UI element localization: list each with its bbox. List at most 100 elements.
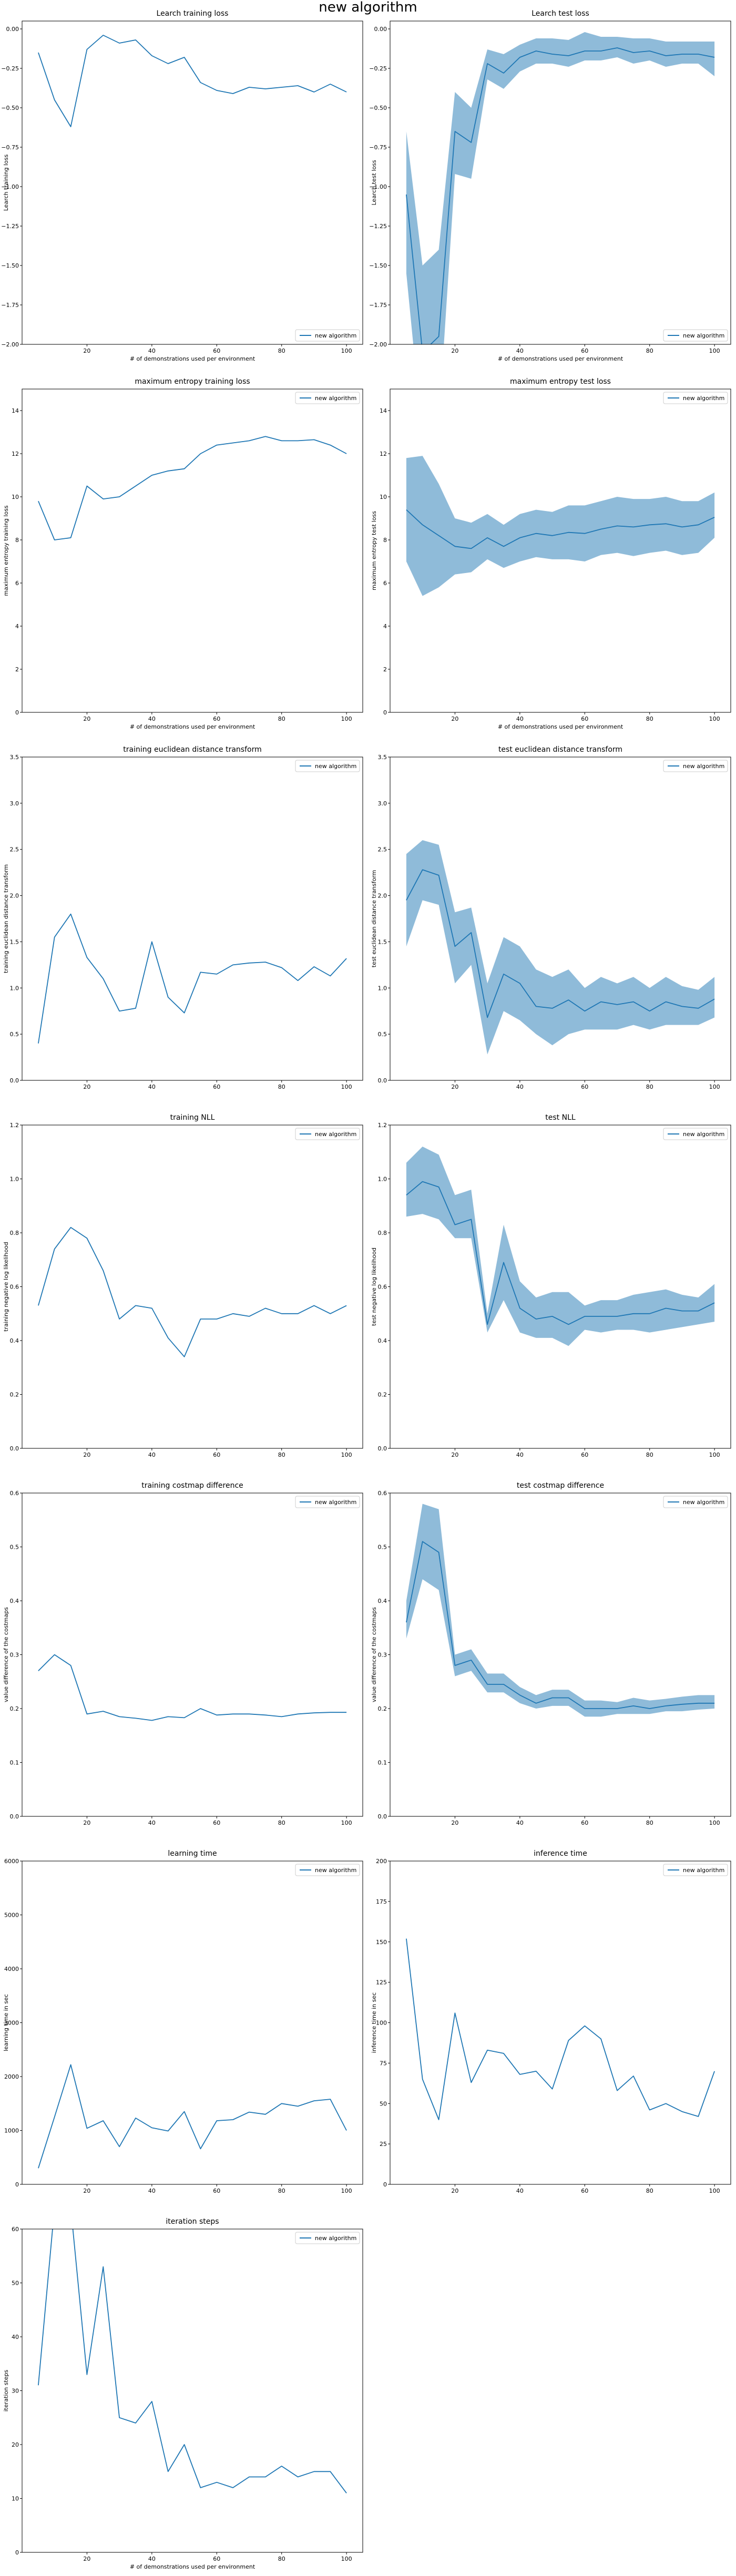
chart-title: test euclidean distance transform <box>498 745 622 754</box>
data-point <box>119 2146 120 2147</box>
x-tick-label: 40 <box>516 2187 524 2194</box>
data-point <box>281 2103 282 2104</box>
x-tick-label: 60 <box>213 347 220 354</box>
data-point <box>184 57 185 58</box>
data-point <box>438 2119 439 2120</box>
y-axis-label: test euclidean distance transform <box>371 870 377 968</box>
data-point <box>265 436 266 437</box>
y-tick-label: 2.0 <box>10 893 19 899</box>
legend: new algorithm <box>295 329 360 342</box>
legend: new algorithm <box>663 329 728 342</box>
data-point <box>86 1713 87 1714</box>
legend-label: new algorithm <box>315 332 356 339</box>
series-line <box>38 913 347 1044</box>
x-tick-label: 80 <box>646 1083 653 1090</box>
data-point <box>666 1001 667 1003</box>
series-line <box>38 1226 347 1357</box>
data-point <box>135 1718 136 1719</box>
y-tick-label: 0.1 <box>378 1760 387 1766</box>
data-point <box>503 1262 504 1263</box>
data-point <box>487 537 488 538</box>
y-axis-label: training euclidean distance transform <box>3 864 9 973</box>
data-point <box>454 946 455 947</box>
data-point <box>346 2492 347 2493</box>
y-tick-label: 0.2 <box>378 1705 387 1712</box>
y-tick-label: 10 <box>12 494 19 500</box>
legend-label: new algorithm <box>315 395 356 402</box>
data-point <box>249 2112 250 2113</box>
x-tick-label: 60 <box>581 715 588 722</box>
x-tick-label: 80 <box>646 2187 653 2194</box>
panel-training-nll: 20 40 60 80 100 0.0 0.2 0.4 0.6 0.8 1.0 1.2 training… <box>0 1104 368 1472</box>
data-point <box>666 2103 667 2104</box>
data-point <box>135 486 136 487</box>
axes-frame <box>390 757 731 1081</box>
y-tick-label: −0.50 <box>1 105 19 111</box>
y-tick-label: 4 <box>15 623 19 630</box>
chart-title: training NLL <box>170 1113 215 1122</box>
data-point <box>298 440 299 441</box>
chart-learning-time: 20 40 60 80 1000100020003000400050006000lear… <box>3 1849 363 2194</box>
data-point <box>519 983 520 984</box>
chart-test-costmap: 20 40 60 80 100 0.0 0.1 0.2 0.3 0.4 0.5 0.6 test cos… <box>371 1481 731 1826</box>
legend-label: new algorithm <box>315 1867 356 1874</box>
axes-frame <box>22 757 363 1081</box>
data-point <box>200 1708 201 1709</box>
data-point <box>346 91 347 93</box>
x-tick-label: 60 <box>213 1819 220 1826</box>
x-tick-label: 100 <box>341 2187 352 2194</box>
legend: new algorithm <box>295 1128 360 1140</box>
y-tick-label: 125 <box>376 1979 387 1986</box>
x-tick-label: 40 <box>148 2187 156 2194</box>
legend-box <box>295 1864 360 1876</box>
y-tick-label: 0.00 <box>6 26 19 33</box>
data-point <box>519 2074 520 2075</box>
data-point <box>438 875 439 876</box>
axes-frame <box>22 1125 363 1449</box>
data-point <box>38 500 39 502</box>
data-point <box>103 498 104 499</box>
plot-area <box>406 32 715 344</box>
panel-test-costmap: 20 40 60 80 100 0.0 0.1 0.2 0.3 0.4 0.5 0.6 test cos… <box>368 1472 736 1840</box>
y-tick-label: −1.50 <box>1 262 19 269</box>
series-line <box>38 2229 347 2493</box>
x-tick-label: 60 <box>213 2187 220 2194</box>
data-point <box>649 50 650 52</box>
x-tick-label: 100 <box>709 2187 720 2194</box>
chart-title: Learch training loss <box>157 9 229 18</box>
chart-inference-time: 20 40 60 80 100 0 25 50 75 100 125 150 175 200 inferen… <box>371 1849 731 2194</box>
data-point <box>281 967 282 968</box>
y-tick-label: 6000 <box>4 1858 19 1865</box>
chart-title: inference time <box>534 1849 587 1858</box>
confidence-band <box>406 1504 715 1717</box>
y-tick-label: 50 <box>12 2280 19 2287</box>
data-point <box>600 1708 601 1709</box>
x-tick-label: 20 <box>83 2555 90 2562</box>
y-tick-label: 0.2 <box>378 1392 387 1398</box>
chart-title: Learch test loss <box>531 9 589 18</box>
data-point <box>633 1705 634 1706</box>
data-point <box>666 55 667 56</box>
data-point <box>584 50 585 52</box>
x-tick-label: 20 <box>451 347 458 354</box>
data-point <box>38 2168 39 2169</box>
data-point <box>536 50 537 52</box>
y-tick-label: 0.4 <box>378 1337 387 1344</box>
panel-learch-test-loss: 20 40 60 80 100 −2.00 −1.75 −1.50 −1.25 −1.00 −0.7… <box>368 0 736 368</box>
x-tick-label: 40 <box>148 347 156 354</box>
data-point <box>119 496 120 497</box>
data-point <box>406 1938 407 1939</box>
x-tick-label: 40 <box>148 715 156 722</box>
data-point <box>249 2477 250 2478</box>
series-line <box>406 1181 715 1325</box>
axes-frame <box>390 21 731 345</box>
y-tick-label: 8 <box>383 537 387 544</box>
data-point <box>422 524 423 525</box>
legend: new algorithm <box>663 1864 728 1876</box>
y-tick-label: 0.0 <box>10 1077 19 1084</box>
data-point <box>422 1181 423 1182</box>
legend-box <box>295 392 360 404</box>
y-tick-label: 50 <box>380 2100 387 2107</box>
data-point <box>454 2012 455 2013</box>
data-point <box>681 526 682 527</box>
